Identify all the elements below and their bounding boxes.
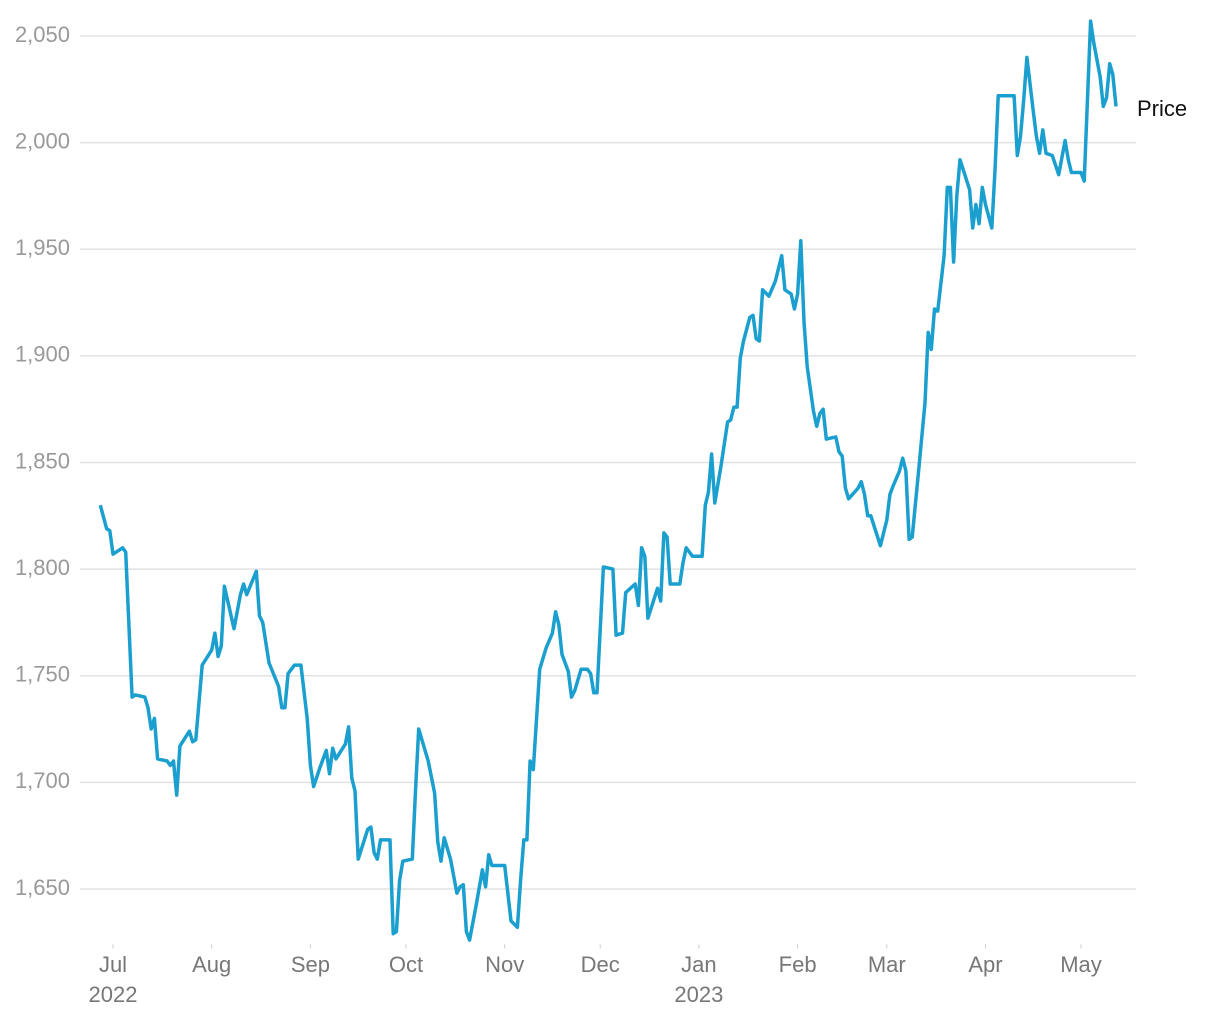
- x-tick-label: Mar: [868, 952, 906, 977]
- x-tick-label: May: [1060, 952, 1102, 977]
- x-tick-label: Sep: [291, 952, 330, 977]
- y-tick-label: 1,900: [15, 342, 70, 367]
- x-tick-label: Dec: [581, 952, 620, 977]
- y-tick-label: 2,050: [15, 22, 70, 47]
- y-tick-label: 1,950: [15, 235, 70, 260]
- y-tick-label: 1,700: [15, 768, 70, 793]
- y-tick-label: 1,850: [15, 448, 70, 473]
- y-tick-label: 2,000: [15, 128, 70, 153]
- x-tick-label: Oct: [389, 952, 423, 977]
- x-tick-label: Jan: [681, 952, 716, 977]
- x-tick-label: Jul: [99, 952, 127, 977]
- x-tick-label: Apr: [968, 952, 1002, 977]
- x-year-label: 2022: [89, 982, 138, 1007]
- price-line: [98, 19, 1118, 942]
- x-tick-label: Nov: [485, 952, 524, 977]
- y-tick-label: 1,650: [15, 875, 70, 900]
- x-year-label: 2023: [674, 982, 723, 1007]
- y-tick-label: 1,750: [15, 662, 70, 687]
- x-tick-label: Feb: [779, 952, 817, 977]
- x-tick-label: Aug: [192, 952, 231, 977]
- y-tick-label: 1,800: [15, 555, 70, 580]
- series-label: Price: [1137, 96, 1187, 121]
